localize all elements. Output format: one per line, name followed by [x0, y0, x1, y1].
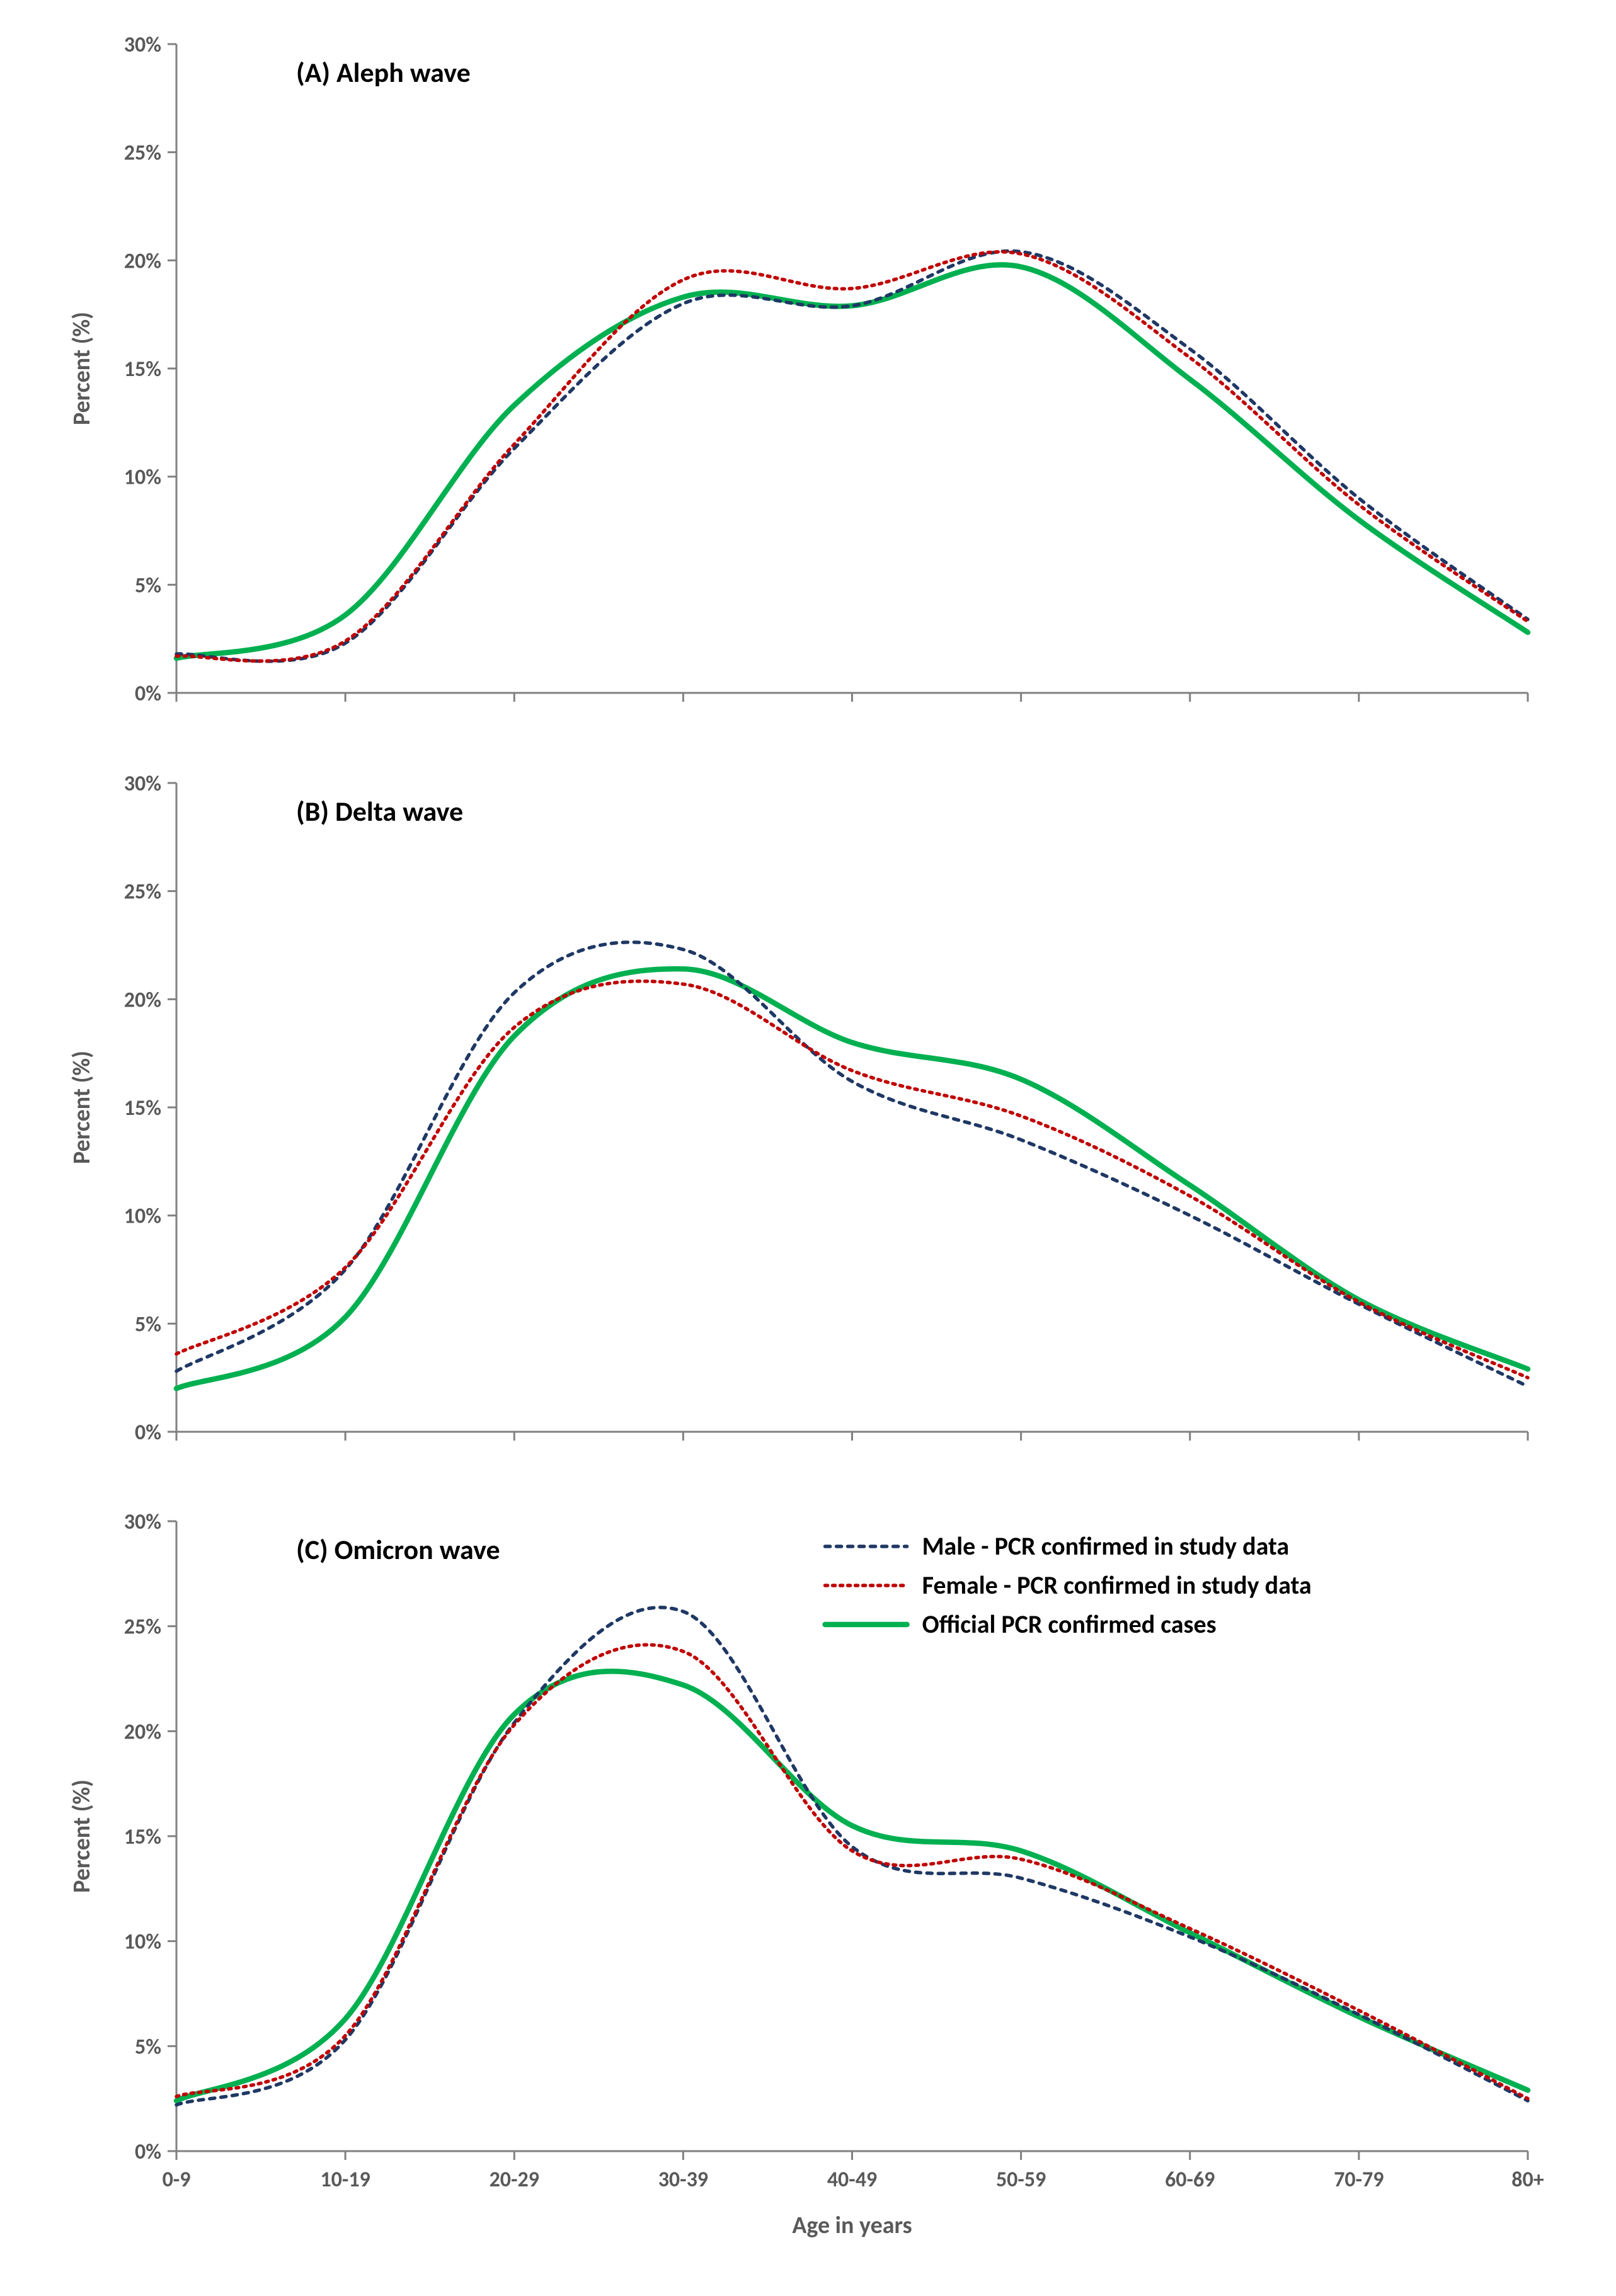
panel-title: (B) Delta wave — [296, 794, 463, 828]
panel-aleph: 0% 5% 10% 15% 20% 25% 30% Percent (%) (A) Aleph … — [50, 25, 1566, 764]
y-tick-label: 0% — [135, 2139, 161, 2165]
series-official — [176, 1671, 1528, 2101]
series-official — [176, 969, 1528, 1388]
chart-svg: 0% 5% 10% 15% 20% 25% 30% Percent (%) (B) Delta … — [50, 764, 1566, 1470]
x-tick-label: 40-49 — [827, 2167, 877, 2193]
series-female — [176, 252, 1528, 661]
x-tick-label: 0-9 — [163, 2167, 191, 2193]
y-tick-label: 15% — [124, 357, 161, 382]
y-tick-label: 20% — [124, 1719, 161, 1745]
y-tick-label: 25% — [124, 879, 161, 905]
legend-label-official: Official PCR confirmed cases — [922, 1609, 1217, 1640]
y-tick-label: 10% — [124, 465, 161, 491]
chart-svg: 0% 5% 10% 15% 20% 25% 30% Percent (%) (A) Aleph … — [50, 25, 1566, 731]
y-axis-title: Percent (%) — [67, 1779, 96, 1893]
x-tick-label: 30-39 — [658, 2167, 708, 2193]
chart-page: 0% 5% 10% 15% 20% 25% 30% Percent (%) (A) Aleph … — [0, 0, 1616, 2296]
y-axis-title: Percent (%) — [67, 312, 96, 425]
series-male — [176, 1608, 1528, 2105]
x-tick-label: 10-19 — [320, 2167, 370, 2193]
x-tick-label: 60-69 — [1165, 2167, 1215, 2193]
series-male — [176, 251, 1528, 661]
y-tick-label: 30% — [124, 1509, 161, 1535]
panel-omicron: 0% 5% 10% 15% 20% 25% 30% 0-9 10-19 20-29 30-39 40-… — [50, 1502, 1566, 2258]
y-tick-label: 5% — [135, 573, 161, 598]
x-tick-label: 50-59 — [996, 2167, 1046, 2193]
chart-svg: 0% 5% 10% 15% 20% 25% 30% 0-9 10-19 20-29 30-39 40-… — [50, 1502, 1566, 2258]
y-tick-label: 20% — [124, 987, 161, 1013]
y-tick-label: 10% — [124, 1929, 161, 1955]
legend-label-male: Male - PCR confirmed in study data — [922, 1531, 1290, 1562]
panel-delta: 0% 5% 10% 15% 20% 25% 30% Percent (%) (B) Delta … — [50, 764, 1566, 1503]
y-tick-label: 15% — [124, 1824, 161, 1850]
panel-title: (C) Omicron wave — [296, 1533, 500, 1567]
y-tick-label: 5% — [135, 1311, 161, 1337]
y-tick-label: 15% — [124, 1095, 161, 1121]
y-tick-label: 0% — [135, 681, 161, 707]
series-male — [176, 942, 1528, 1386]
series-female — [176, 1645, 1528, 2098]
y-tick-label: 25% — [124, 140, 161, 166]
y-tick-label: 30% — [124, 771, 161, 797]
x-axis-title: Age in years — [792, 2211, 912, 2240]
panel-title: (A) Aleph wave — [296, 55, 471, 89]
y-axis-title: Percent (%) — [67, 1051, 96, 1164]
y-tick-label: 0% — [135, 1420, 161, 1446]
x-tick-label: 20-29 — [490, 2167, 539, 2193]
x-tick-label: 80+ — [1511, 2167, 1544, 2193]
y-tick-label: 10% — [124, 1203, 161, 1229]
y-tick-label: 25% — [124, 1614, 161, 1640]
x-tick-label: 70-79 — [1334, 2167, 1384, 2193]
y-tick-label: 5% — [135, 2034, 161, 2060]
y-tick-label: 20% — [124, 248, 161, 274]
legend-label-female: Female - PCR confirmed in study data — [922, 1570, 1312, 1601]
series-official — [176, 265, 1528, 658]
y-tick-label: 30% — [124, 32, 161, 58]
